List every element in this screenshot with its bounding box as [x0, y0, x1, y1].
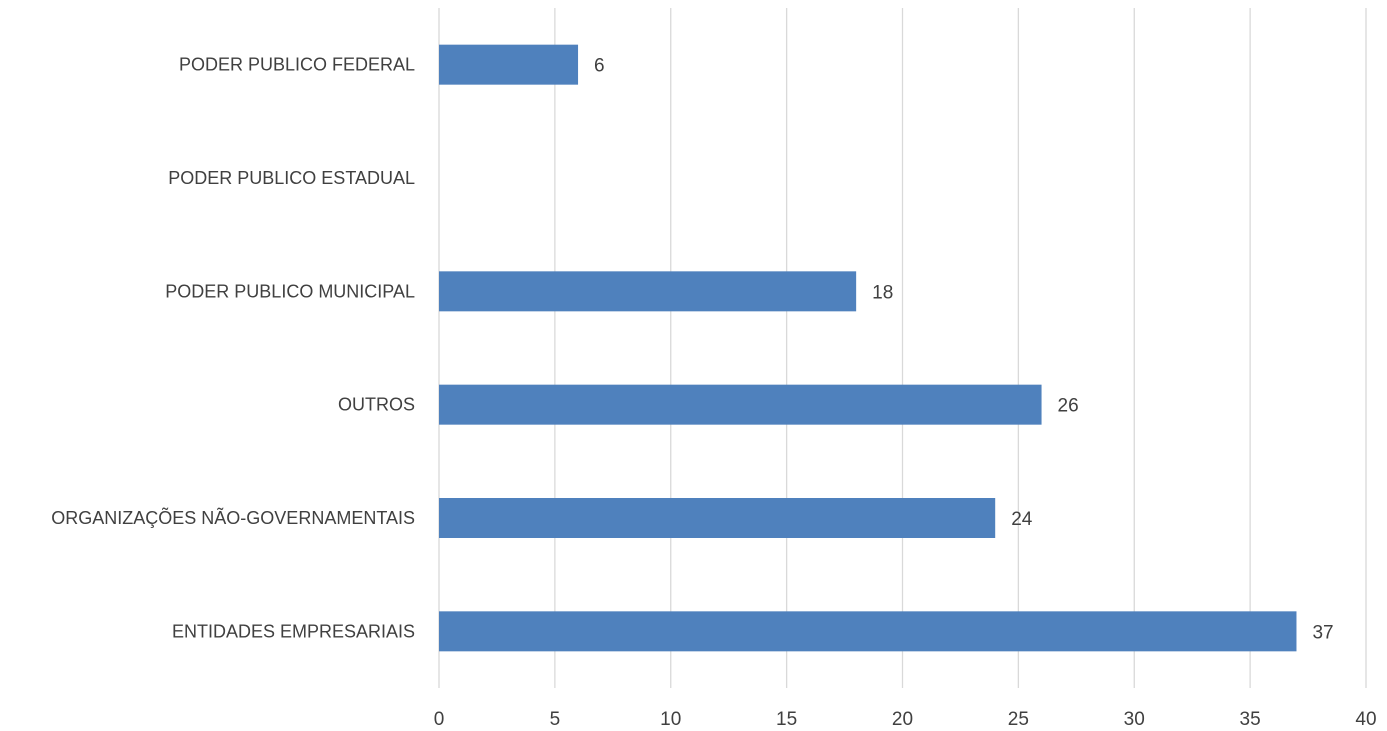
- data-label: 18: [872, 282, 893, 303]
- category-label: PODER PUBLICO MUNICIPAL: [165, 281, 415, 301]
- bars: [439, 44, 1297, 652]
- bar: [439, 44, 579, 85]
- x-tick-label: 20: [892, 709, 913, 730]
- category-label: PODER PUBLICO FEDERAL: [179, 55, 415, 75]
- x-tick-label: 40: [1355, 709, 1376, 730]
- category-label: OUTROS: [338, 395, 415, 415]
- x-tick-label: 10: [660, 709, 681, 730]
- x-tick-label: 0: [434, 709, 445, 730]
- x-tick-label: 5: [550, 709, 561, 730]
- x-axis-tick-labels: 0 5 10 15 20 25 30 35 40: [434, 709, 1377, 730]
- x-tick-label: 35: [1240, 709, 1261, 730]
- data-label: 24: [1011, 509, 1033, 530]
- x-tick-label: 15: [776, 709, 797, 730]
- data-label: 26: [1058, 396, 1079, 417]
- category-label: ENTIDADES EMPRESARIAIS: [172, 621, 415, 641]
- category-label: ORGANIZAÇÕES NÃO-GOVERNAMENTAIS: [51, 507, 415, 528]
- bar: [439, 611, 1297, 652]
- x-tick-label: 25: [1008, 709, 1029, 730]
- data-labels: 6 18 26 24 37: [594, 56, 1334, 644]
- category-label: PODER PUBLICO ESTADUAL: [168, 168, 415, 188]
- category-labels: PODER PUBLICO FEDERAL PODER PUBLICO ESTAD…: [51, 55, 415, 642]
- x-tick-label: 30: [1124, 709, 1145, 730]
- bar: [439, 271, 857, 312]
- bar: [439, 498, 996, 538]
- gridlines: [438, 8, 1367, 688]
- bar: [439, 384, 1042, 425]
- data-label: 37: [1312, 622, 1333, 643]
- data-label: 6: [594, 56, 605, 77]
